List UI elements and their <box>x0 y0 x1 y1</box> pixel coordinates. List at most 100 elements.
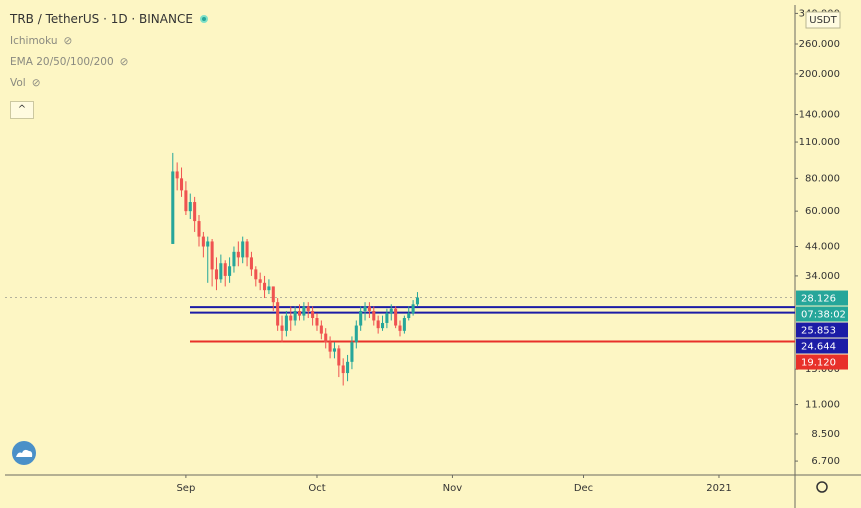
candle-body <box>332 348 336 352</box>
y-tick-label: 34.000 <box>805 271 840 282</box>
hidden-icon[interactable]: ⊘ <box>31 77 41 89</box>
candle-body <box>276 302 280 326</box>
symbol-title[interactable]: TRB / TetherUS · 1D · BINANCE <box>10 12 193 26</box>
candle-body <box>267 286 271 291</box>
candle-body <box>214 269 219 280</box>
x-tick-label: 2021 <box>706 483 731 494</box>
y-tick-label: 200.000 <box>799 69 840 80</box>
hidden-icon[interactable]: ⊘ <box>119 56 129 68</box>
candle-body <box>372 310 376 321</box>
y-tick-label: 11.000 <box>805 400 840 411</box>
candle-body <box>337 348 341 366</box>
candle-body <box>302 306 306 316</box>
collapse-button[interactable]: ^ <box>10 101 34 119</box>
x-tick-label: Oct <box>308 483 325 494</box>
y-tick-label: 80.000 <box>805 173 840 184</box>
settings-icon[interactable] <box>816 481 828 493</box>
candle-body <box>311 310 315 319</box>
candle-body <box>271 286 275 303</box>
indicator[interactable]: Ichimoku ⊘ <box>10 35 72 47</box>
candle-body <box>380 322 385 329</box>
indicator-name[interactable]: Ichimoku <box>10 35 58 47</box>
candle-body <box>188 202 192 212</box>
candle-body <box>232 251 236 267</box>
y-tick-label: 6.700 <box>811 456 840 467</box>
indicator[interactable]: Vol ⊘ <box>10 77 41 89</box>
candle-body <box>415 297 420 305</box>
currency-label[interactable]: USDT <box>809 15 837 26</box>
candle-body <box>236 251 240 258</box>
candle-body <box>258 279 262 283</box>
candle-body <box>376 320 380 329</box>
candle-body <box>249 257 253 270</box>
y-tick-label: 140.000 <box>799 110 840 121</box>
y-tick-label: 60.000 <box>805 206 840 217</box>
hidden-icon[interactable]: ⊘ <box>63 35 73 47</box>
indicator-name[interactable]: EMA 20/50/100/200 <box>10 56 114 68</box>
candle-body <box>324 333 328 343</box>
candle-body <box>245 241 249 258</box>
candle-body <box>184 190 188 212</box>
candle-body <box>280 325 284 331</box>
candle-body <box>293 310 297 321</box>
indicator-name[interactable]: Vol <box>10 77 26 89</box>
price-line-label: 19.120 <box>801 358 836 369</box>
candle-body <box>289 315 293 321</box>
candle-body <box>306 306 310 311</box>
candle-body <box>394 308 398 326</box>
candle-body <box>341 365 345 374</box>
candle-body <box>359 310 363 326</box>
candle-body <box>193 202 197 222</box>
candle-body <box>389 308 393 314</box>
price-line-label-box <box>796 354 848 370</box>
y-tick-label: 44.000 <box>805 242 840 253</box>
candle-body <box>241 241 245 258</box>
candle-body <box>354 325 358 343</box>
candle-body <box>263 282 267 291</box>
candle-body <box>228 266 232 276</box>
x-tick-label: Nov <box>443 483 463 494</box>
price-line-label: 25.853 <box>801 326 836 337</box>
symbol-bar[interactable]: TRB / TetherUS · 1D · BINANCE <box>10 12 209 26</box>
candle-body <box>223 263 227 276</box>
candle-body <box>201 236 205 247</box>
countdown-label: 07:38:02 <box>801 310 846 321</box>
candle-body <box>411 304 415 314</box>
candle-body <box>175 171 179 179</box>
price-line-label-box <box>796 338 848 354</box>
status-dot <box>199 15 208 23</box>
candle-body <box>219 263 223 280</box>
candle-body <box>363 306 367 311</box>
last-price-label: 28.126 <box>801 294 836 305</box>
indicator[interactable]: EMA 20/50/100/200 ⊘ <box>10 56 128 68</box>
candle-body <box>350 342 354 362</box>
candle-body <box>171 171 175 244</box>
y-tick-label: 110.000 <box>799 137 840 148</box>
candle-body <box>319 325 323 334</box>
candle-body <box>254 269 258 280</box>
price-line-label: 24.644 <box>801 342 836 353</box>
y-tick-label: 8.500 <box>811 429 840 440</box>
currency-box[interactable] <box>805 11 841 29</box>
candle-body <box>346 361 350 374</box>
candle-body <box>407 313 411 319</box>
logo-icon <box>16 449 33 457</box>
candle-body <box>315 318 319 326</box>
candle-body <box>385 313 389 323</box>
x-tick-label: Sep <box>176 483 195 494</box>
countdown-label-box <box>796 306 848 322</box>
x-tick-label: Dec <box>574 483 593 494</box>
price-line-label-box <box>796 322 848 338</box>
candle-body <box>179 178 184 191</box>
candle-body <box>197 221 201 237</box>
y-tick-label: 15.000 <box>805 364 840 375</box>
candle-body <box>297 310 302 316</box>
candle-body <box>398 325 402 331</box>
candle-body <box>402 318 406 331</box>
candle-body <box>210 241 214 270</box>
candle-body <box>328 342 332 352</box>
candle-body <box>367 306 371 311</box>
candle-body <box>206 241 210 247</box>
